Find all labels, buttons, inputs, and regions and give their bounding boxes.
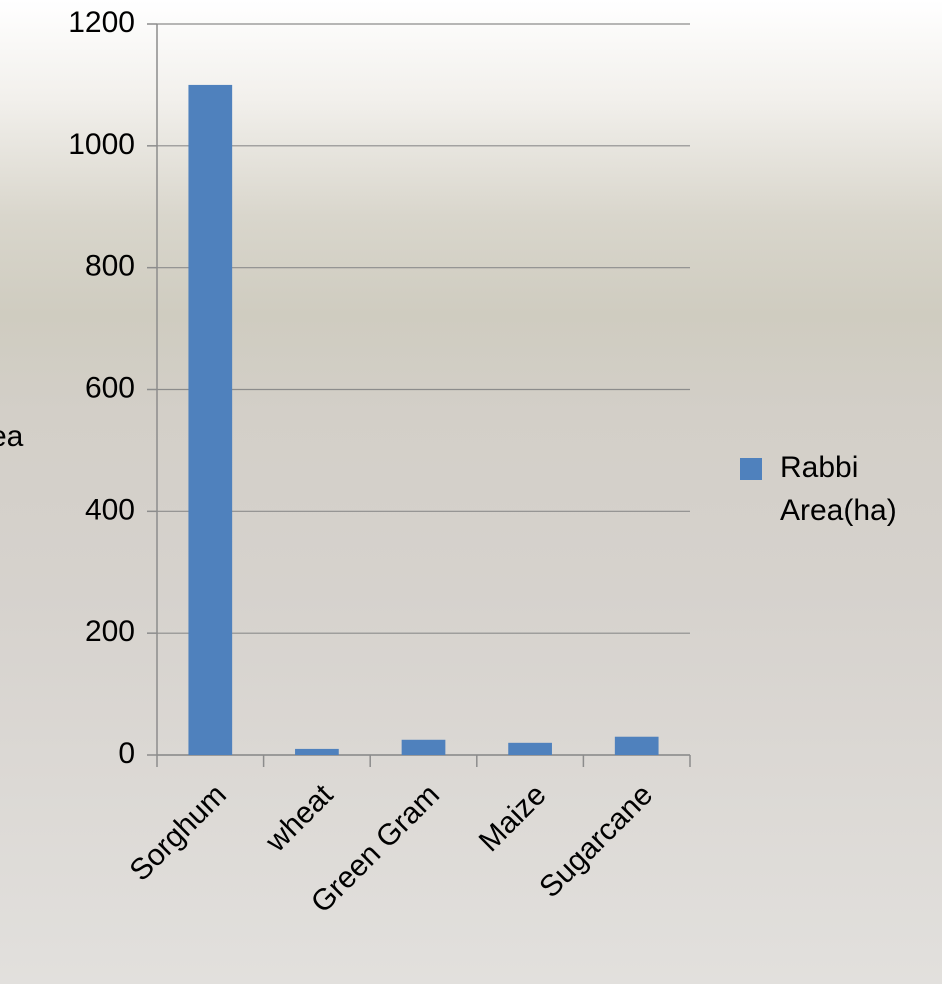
bar [401, 739, 446, 755]
legend-label: Rabbi Area(ha) [780, 451, 897, 527]
y-tick-label: 1200 [68, 6, 135, 39]
y-tick-label: 200 [85, 615, 135, 648]
bar [295, 748, 339, 755]
y-tick-label: 800 [85, 250, 135, 283]
bar [188, 84, 233, 755]
y-tick-label: 600 [85, 371, 135, 404]
y-tick-label: 1000 [68, 128, 135, 161]
y-axis-label: ea [0, 420, 24, 453]
x-tick-label: wheat [259, 778, 340, 859]
y-tick-label: 400 [85, 493, 135, 526]
x-tick-label: Sugarcane [533, 778, 659, 904]
x-tick-label: Sorghum [123, 778, 232, 887]
x-tick-label: Maize [473, 778, 553, 858]
legend-swatch [740, 458, 762, 480]
y-tick-label: 0 [118, 737, 135, 770]
bar [508, 742, 552, 755]
bar [614, 736, 659, 755]
